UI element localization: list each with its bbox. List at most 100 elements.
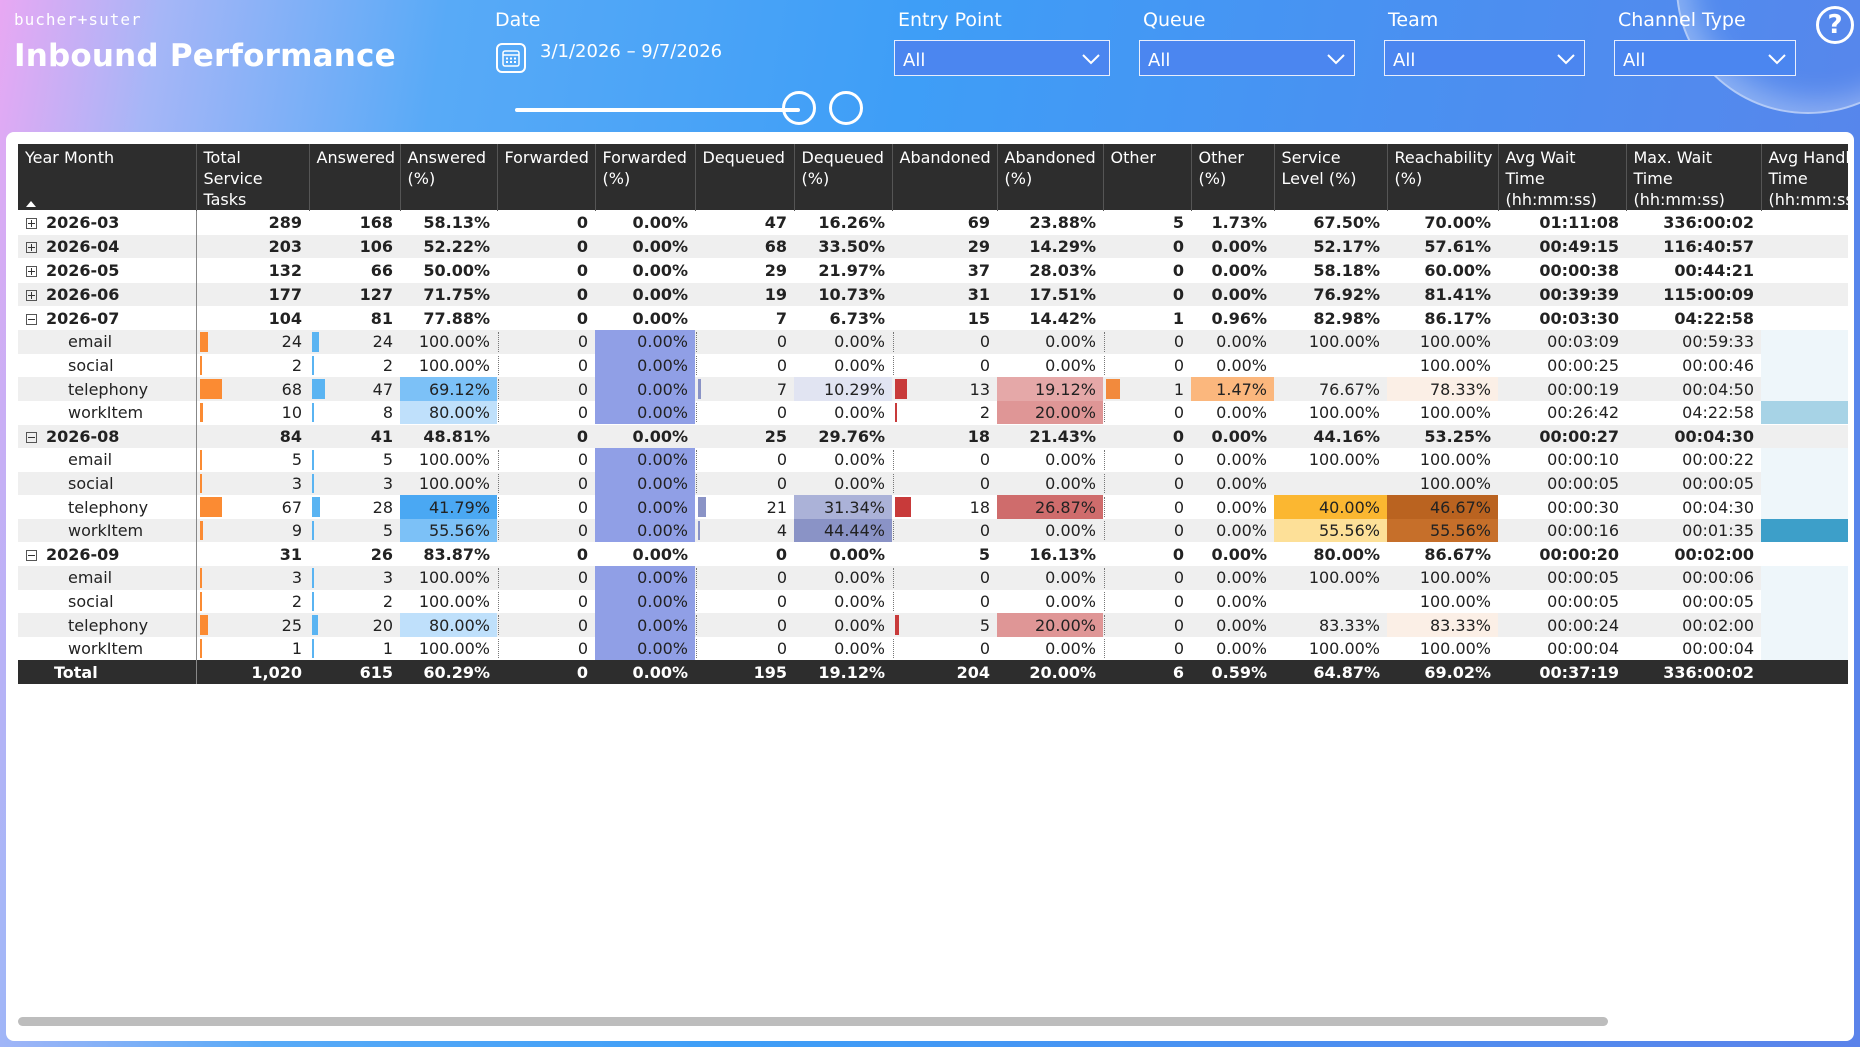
column-header[interactable]: Total Service Tasks [196,144,310,211]
cell-text: 2026-09 [46,544,120,564]
cell-text: 80.00% [428,402,490,422]
row-label-cell[interactable]: 2026-04 [18,234,197,259]
cell-text: Total [54,662,98,682]
row-label-cell[interactable]: 2026-08 [18,423,197,449]
data-bar [199,379,222,399]
expand-icon[interactable] [26,218,37,229]
cell-text: 0.00% [1045,450,1096,470]
inbound-performance-matrix: Year Month Total Service Tasks Answered Ans… [18,144,1848,684]
table-row: email 24 24 100.00% 0 0.00% 0 0.00% 0 0.00% 0 0.00%… [18,330,1848,354]
cell-text: 14.42% [1029,309,1096,329]
row-label-cell[interactable]: 2026-06 [18,282,197,307]
entry-point-dropdown[interactable]: All [894,40,1110,76]
cell-text: 44.44% [823,520,885,540]
column-header[interactable]: Avg Handle Time (hh:mm:ss) [1761,144,1848,211]
cell-text: 00:03:09 [1547,332,1619,352]
value-cell: 0.00% [595,660,695,684]
column-header[interactable]: Forwarded [497,144,596,211]
cell-text: 00:00:27 [1539,427,1619,447]
column-header[interactable]: Answered (%) [400,144,498,211]
value-cell: 100.00% [400,471,497,496]
value-cell: 0 [497,471,595,496]
collapse-icon[interactable] [26,549,37,561]
value-cell: 0.00% [794,354,892,378]
value-cell: 0.00% [997,354,1103,378]
row-label-cell[interactable]: 2026-03 [18,210,197,235]
column-header[interactable]: Dequeued [695,144,795,211]
data-bar-baseline [893,568,894,588]
expand-icon[interactable] [26,266,37,277]
cell-text: 0.00% [1216,332,1267,352]
cell-text: 100.00% [1419,568,1491,588]
value-cell: 00:00:05 [1498,590,1626,614]
cell-text: 0.00% [637,355,688,375]
column-header[interactable]: Year Month [18,144,197,211]
date-slider-track[interactable] [515,108,800,112]
value-cell: 0.96% [1191,306,1274,331]
cell-text: 0.00% [637,639,688,659]
value-cell: 100.00% [1387,330,1498,354]
column-header[interactable]: Reachability (%) [1387,144,1499,211]
value-cell: 00:39:39 [1498,282,1626,307]
calendar-icon[interactable] [496,43,526,73]
value-cell [1274,471,1387,496]
value-cell: 20.00% [997,660,1103,684]
cell-text: 0 [1172,427,1184,447]
table-row: social 2 2 100.00% 0 0.00% 0 0.00% 0 0.00% 0 0.00% 1… [18,589,1848,614]
help-icon[interactable]: ? [1816,6,1854,44]
cell-text: 20.00% [1034,615,1096,635]
team-dropdown[interactable]: All [1384,40,1585,76]
value-cell: 13 [892,377,997,401]
data-bar-baseline [696,450,697,470]
queue-dropdown[interactable]: All [1139,40,1355,76]
value-cell: 100.00% [1274,401,1387,425]
chevron-down-icon [1768,54,1786,65]
cell-text: 28 [372,497,393,517]
cell-text: 0 [776,473,787,493]
column-header[interactable]: Other [1103,144,1192,211]
cell-text: 100.00% [418,450,490,470]
cell-text: 84 [279,427,302,447]
column-header[interactable]: Abandoned [892,144,998,211]
channel-type-dropdown[interactable]: All [1614,40,1796,76]
column-header[interactable]: Other (%) [1191,144,1275,211]
column-header[interactable]: Abandoned (%) [997,144,1104,211]
value-cell: 0 [1761,330,1848,354]
cell-text: 0 [1172,261,1184,280]
date-range-text[interactable]: 3/1/2026 – 9/7/2026 [540,41,723,62]
column-header[interactable]: Service Level (%) [1274,144,1388,211]
cell-text: 78.33% [1429,379,1491,399]
value-cell: 0 [497,306,595,331]
date-slider-start-handle[interactable] [782,91,816,125]
expand-icon[interactable] [26,290,37,301]
value-cell: 17.51% [997,282,1103,307]
cell-text: 50.00% [423,261,490,280]
value-cell: 3 [309,566,400,590]
value-cell: 18 [892,495,997,519]
date-slider-end-handle[interactable] [829,91,863,125]
row-label-cell: email [18,448,197,472]
collapse-icon[interactable] [26,432,37,444]
value-cell: 0 [695,590,794,614]
row-label-cell[interactable]: 2026-07 [18,306,197,331]
column-header[interactable]: Max. Wait Time (hh:mm:ss) [1626,144,1762,211]
value-cell: 100.00% [400,330,497,354]
cell-text: 615 [359,662,393,682]
column-header[interactable]: Avg Wait Time (hh:mm:ss) [1498,144,1627,211]
row-label-cell[interactable]: 2026-09 [18,541,197,567]
cell-text: workItem [68,520,144,540]
value-cell: 0.00% [794,590,892,614]
collapse-icon[interactable] [26,314,37,326]
value-cell: 0.00% [595,258,695,283]
expand-icon[interactable] [26,242,37,253]
horizontal-scrollbar[interactable] [18,1017,1608,1026]
value-cell: 00:00:30 [1498,495,1626,519]
column-header[interactable]: Forwarded (%) [595,144,696,211]
data-bar-baseline [498,520,499,540]
column-header[interactable]: Answered [309,144,401,211]
row-label-cell[interactable]: 2026-05 [18,258,197,283]
column-header[interactable]: Dequeued (%) [794,144,893,211]
data-bar [895,497,911,517]
cell-text: 336:00:02 [1663,213,1754,232]
value-cell: 100.00% [400,354,497,378]
